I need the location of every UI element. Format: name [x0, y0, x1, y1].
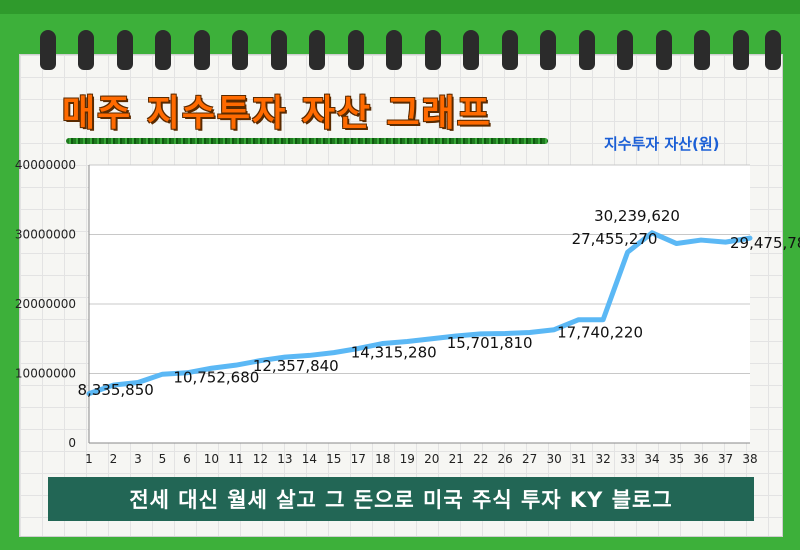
x-tick-label: 20 [424, 452, 439, 466]
binder-ring [194, 30, 210, 70]
y-tick-label: 40000000 [15, 158, 76, 172]
binder-ring [78, 30, 94, 70]
binder-ring [386, 30, 402, 70]
x-tick-label: 17 [351, 452, 366, 466]
data-label: 10,752,680 [173, 368, 259, 386]
binder-ring [463, 30, 479, 70]
x-tick-label: 38 [742, 452, 757, 466]
x-tick-label: 5 [159, 452, 167, 466]
x-tick-label: 14 [302, 452, 317, 466]
series-line [86, 230, 753, 397]
x-tick-label: 33 [620, 452, 635, 466]
binder-ring [733, 30, 749, 70]
x-tick-label: 15 [326, 452, 341, 466]
data-label: 12,357,840 [253, 357, 339, 375]
y-tick-label: 10000000 [15, 367, 76, 381]
data-label: 29,475,785 [730, 234, 800, 252]
binder-ring [425, 30, 441, 70]
data-label: 27,455,270 [572, 230, 658, 248]
grass-underline [66, 138, 548, 144]
binder-ring [765, 30, 781, 70]
x-tick-label: 3 [134, 452, 142, 466]
binder-ring [579, 30, 595, 70]
binder-ring [694, 30, 710, 70]
x-tick-label: 32 [595, 452, 610, 466]
chart-title: 매주 지수투자 자산 그래프 [62, 93, 492, 134]
data-label: 14,315,280 [351, 344, 437, 362]
data-label: 15,701,810 [447, 334, 533, 352]
footer-text: 전세 대신 월세 살고 그 돈으로 미국 주식 투자 KY 블로그 [129, 488, 673, 512]
binder-ring [40, 30, 56, 70]
x-tick-label: 1 [85, 452, 93, 466]
data-label: 30,239,620 [594, 207, 680, 225]
binder-ring [656, 30, 672, 70]
data-label: 17,740,220 [557, 324, 643, 342]
x-tick-label: 21 [449, 452, 464, 466]
y-tick-label: 30000000 [15, 228, 76, 242]
x-tick-label: 11 [228, 452, 243, 466]
x-tick-label: 34 [644, 452, 659, 466]
legend-series-name: 지수투자 자산(원) [604, 135, 720, 153]
x-tick-label: 31 [571, 452, 586, 466]
y-tick-label: 0 [68, 436, 76, 450]
x-tick-label: 6 [183, 452, 191, 466]
binder-ring [502, 30, 518, 70]
x-tick-label: 30 [547, 452, 562, 466]
x-tick-label: 37 [718, 452, 733, 466]
binder-ring [540, 30, 556, 70]
y-tick-label: 20000000 [15, 297, 76, 311]
x-tick-label: 12 [253, 452, 268, 466]
x-tick-label: 13 [277, 452, 292, 466]
binder-ring [117, 30, 133, 70]
x-tick-label: 18 [375, 452, 390, 466]
x-tick-label: 10 [204, 452, 219, 466]
binder-ring [309, 30, 325, 70]
binder-ring [617, 30, 633, 70]
x-tick-label: 27 [522, 452, 537, 466]
x-tick-label: 2 [110, 452, 118, 466]
binder-ring [155, 30, 171, 70]
x-tick-label: 36 [693, 452, 708, 466]
binder-ring [348, 30, 364, 70]
data-label: 8,335,850 [77, 381, 153, 399]
x-tick-label: 22 [473, 452, 488, 466]
frame-top-band [0, 0, 800, 14]
x-tick-label: 35 [669, 452, 684, 466]
footer-banner: 전세 대신 월세 살고 그 돈으로 미국 주식 투자 KY 블로그 [48, 477, 754, 521]
binder-ring [232, 30, 248, 70]
binder-ring [271, 30, 287, 70]
x-tick-label: 26 [498, 452, 513, 466]
x-tick-label: 19 [400, 452, 415, 466]
